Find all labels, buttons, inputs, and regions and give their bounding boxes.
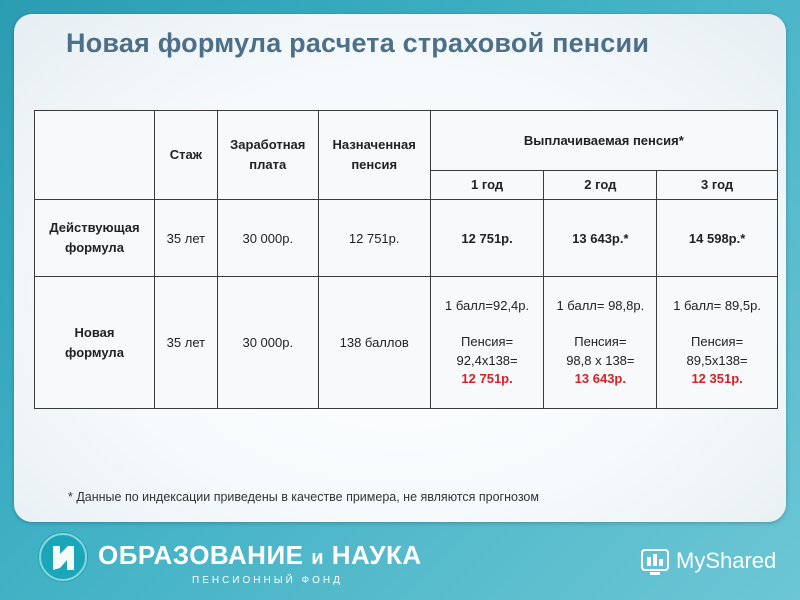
myshared-label: MyShared [676, 548, 777, 573]
ball-value: 1 балл= 89,5р. [673, 297, 761, 313]
cell-zarplata: 30 000р. [216, 199, 319, 277]
header-vyplach: Выплачиваемая пенсия* [429, 110, 779, 171]
cell-year-2: 13 643р.* [543, 199, 658, 277]
calc-expression: 89,5х138= [686, 352, 748, 368]
header-row: Стаж Заработная плата Назначенная пенсия… [34, 110, 779, 200]
pensia-label: Пенсия= [461, 334, 514, 349]
header-naznach-label: Назначенная пенсия [332, 137, 416, 172]
calc-result: 12 351р. [691, 371, 743, 386]
brand-conj: и [311, 547, 325, 569]
calc-expression: 92,4х138= [456, 352, 518, 368]
table-row: Новая формула 35 лет 30 000р. 138 баллов… [34, 276, 778, 409]
cell-year-1: 12 751р. [429, 199, 545, 277]
row-label: Новая формула [34, 276, 155, 409]
brand-name: ОБРАЗОВАНИЕ и НАУКА [98, 540, 422, 571]
header-zarplata: Заработная плата [216, 110, 319, 200]
footer-bar: ОБРАЗОВАНИЕ и НАУКА ПЕНСИОННЫЙ ФОНД MySh… [0, 522, 800, 600]
cell-year-1-calc: 1 балл=92,4р. Пенсия= 92,4х138= 12 751р. [429, 276, 545, 409]
cell-zarplata: 30 000р. [216, 276, 319, 409]
header-year-3: 3 год [656, 170, 778, 200]
header-stazh: Стаж [153, 110, 218, 200]
footnote: * Данные по индексации приведены в качес… [68, 490, 539, 504]
header-empty-cell [34, 110, 155, 200]
header-year-1: 1 год [429, 170, 545, 200]
header-year-2: 2 год [543, 170, 658, 200]
brand-part-2: НАУКА [331, 540, 422, 570]
row-label: Действующая формула [34, 199, 155, 277]
calc-expression: 98,8 х 138= [566, 352, 635, 368]
header-zarplata-label: Заработная плата [230, 137, 306, 172]
row-label-text: Новая формула [65, 324, 124, 360]
pensia-label: Пенсия= [574, 334, 627, 349]
header-years-row: 1 год 2 год 3 год [35, 170, 778, 200]
cell-stazh: 35 лет [153, 199, 218, 277]
header-naznach: Назначенная пенсия [317, 110, 431, 200]
pension-table: Стаж Заработная плата Назначенная пенсия… [34, 110, 779, 409]
cell-year-3-calc: 1 балл= 89,5р. Пенсия= 89,5х138= 12 351р… [656, 276, 778, 409]
pensia-label: Пенсия= [691, 334, 744, 349]
cell-year-2-calc: 1 балл= 98,8р. Пенсия= 98,8 х 138= 13 64… [543, 276, 658, 409]
cell-naznach: 12 751р. [317, 199, 431, 277]
cell-stazh: 35 лет [153, 276, 218, 409]
slide-title: Новая формула расчета страховой пенсии [66, 28, 650, 58]
cell-year-3: 14 598р.* [656, 199, 778, 277]
myshared-logo-icon [641, 549, 669, 575]
table-row: Действующая формула 35 лет 30 000р. 12 7… [34, 199, 778, 277]
brand-part-1: ОБРАЗОВАНИЕ [98, 540, 304, 570]
row-label-text: Действующая формула [49, 220, 140, 255]
calc-result: 13 643р. [574, 371, 626, 386]
myshared-watermark: MyShared [640, 548, 776, 583]
ball-value: 1 балл=92,4р. [445, 297, 530, 313]
calc-result: 12 751р. [461, 371, 513, 386]
ball-value: 1 балл= 98,8р. [556, 297, 645, 313]
brand-subtitle: ПЕНСИОННЫЙ ФОНД [192, 575, 343, 586]
cell-naznach: 138 баллов [317, 276, 431, 409]
brand-logo-icon [38, 532, 88, 582]
